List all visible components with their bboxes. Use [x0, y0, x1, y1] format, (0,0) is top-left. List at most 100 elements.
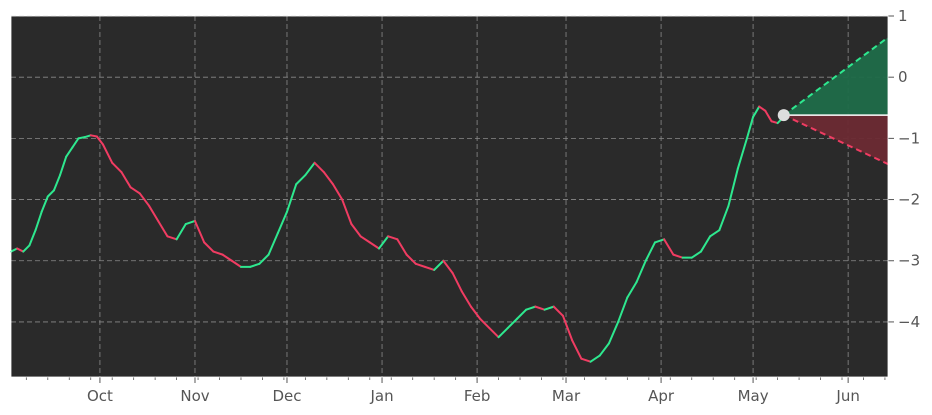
line-segment-up — [83, 134, 92, 139]
line-segment-down — [111, 161, 123, 174]
line-segment-down — [212, 250, 224, 256]
y-tick-label: −4 — [898, 313, 920, 331]
grid — [11, 15, 888, 377]
line-segment-up — [77, 136, 86, 140]
y-tick-label: −1 — [898, 129, 920, 147]
x-tick-label: Jan — [369, 387, 393, 405]
line-segment-up — [635, 259, 647, 284]
line-segment-down — [230, 259, 242, 268]
x-tick-label: Feb — [464, 387, 491, 405]
line-segment-down — [571, 339, 583, 360]
line-segment-down — [16, 247, 25, 253]
line-segment-up — [28, 229, 37, 247]
plot-border — [10, 15, 889, 378]
y-tick-label: 1 — [898, 7, 908, 25]
line-segment-up — [34, 210, 43, 232]
line-segment-down — [203, 241, 215, 253]
line-segment-up — [497, 327, 509, 339]
line-segment-down — [561, 314, 574, 342]
line-segment-down — [166, 235, 178, 241]
x-tick-label: Jun — [835, 387, 859, 405]
line-segment-up — [617, 296, 629, 323]
line-segment-up — [543, 305, 555, 311]
line-segment-down — [138, 192, 150, 207]
plot-area — [11, 16, 888, 377]
line-segment-down — [764, 109, 773, 123]
line-segment-up — [598, 342, 610, 357]
line-segment-down — [313, 161, 325, 174]
line-segment-up — [377, 235, 390, 250]
line-segment-down — [322, 171, 334, 186]
current-value-marker — [777, 109, 790, 122]
line-segment-up — [267, 232, 279, 256]
line-segment-up — [525, 305, 537, 311]
line-segment-up — [276, 210, 288, 235]
line-segment-up — [71, 137, 80, 149]
line-segment-up — [285, 183, 298, 213]
x-axis: Oct Nov Dec Jan Feb Mar Apr May Jun — [25, 377, 886, 405]
line-segment-up — [752, 105, 761, 118]
line-segment-up — [295, 174, 307, 186]
line-segment-up — [699, 235, 712, 253]
y-tick-label: −3 — [898, 252, 920, 270]
line-segment-up — [175, 223, 187, 241]
line-segment-up — [506, 317, 518, 330]
x-tick-label: Apr — [648, 387, 675, 405]
y-tick-label: −2 — [898, 191, 920, 209]
line-segment-down — [147, 204, 160, 222]
line-segment-up — [258, 253, 270, 265]
line-segment-up — [59, 155, 68, 177]
line-segment-up — [22, 244, 31, 253]
line-segment-down — [101, 143, 114, 164]
line-segment-down — [89, 134, 98, 138]
line-segment-up — [718, 204, 730, 232]
line-segment-down — [414, 262, 426, 268]
line-segment-down — [405, 253, 417, 265]
forecast-lower-area — [783, 115, 888, 165]
line-segment-up — [626, 281, 638, 299]
line-segment-up — [40, 195, 49, 213]
line-segment-up — [515, 308, 528, 320]
line-segment-down — [442, 259, 454, 274]
line-segment-up — [589, 354, 601, 363]
line-segment-up — [644, 241, 656, 262]
line-segment-up — [745, 115, 755, 140]
line-segment-down — [387, 235, 399, 241]
line-segment-down — [460, 290, 472, 308]
line-segment-up — [709, 229, 721, 238]
line-segment-down — [221, 253, 233, 262]
line-segment-down — [350, 223, 362, 238]
forecast-upper-line — [783, 36, 889, 116]
line-segment-up — [10, 247, 19, 253]
line-segment-up — [249, 262, 261, 268]
line-segment-down — [120, 171, 132, 189]
line-segment-up — [52, 174, 62, 192]
line-segment-up — [736, 137, 748, 170]
line-segment-down — [451, 271, 463, 293]
x-tick-label: Oct — [87, 387, 113, 405]
line-segment-down — [359, 235, 371, 244]
y-tick-label: 0 — [898, 68, 908, 86]
line-segment-down — [469, 305, 482, 320]
line-segment-down — [368, 241, 380, 250]
line-segment-up — [65, 146, 74, 158]
line-segment-up — [607, 320, 620, 345]
line-segment-up — [304, 161, 316, 177]
line-segment-up — [184, 219, 196, 226]
line-segment-down — [396, 238, 408, 256]
line-segment-down — [672, 253, 684, 259]
line-segment-down — [534, 305, 546, 311]
line-segment-down — [488, 327, 500, 339]
line-segment-down — [95, 135, 104, 146]
x-tick-label: Dec — [272, 387, 301, 405]
line-segment-up — [46, 189, 55, 198]
line-segment-down — [758, 105, 767, 112]
y-axis: 1 0 −1 −2 −3 −4 — [888, 7, 920, 331]
x-tick-label: Nov — [180, 387, 209, 405]
line-segment-down — [129, 186, 141, 195]
forecast-cone — [783, 36, 889, 165]
line-segment-down — [193, 219, 206, 244]
line-segment-up — [690, 250, 702, 259]
line-segment-down — [341, 198, 353, 226]
line-segment-up — [727, 167, 739, 207]
